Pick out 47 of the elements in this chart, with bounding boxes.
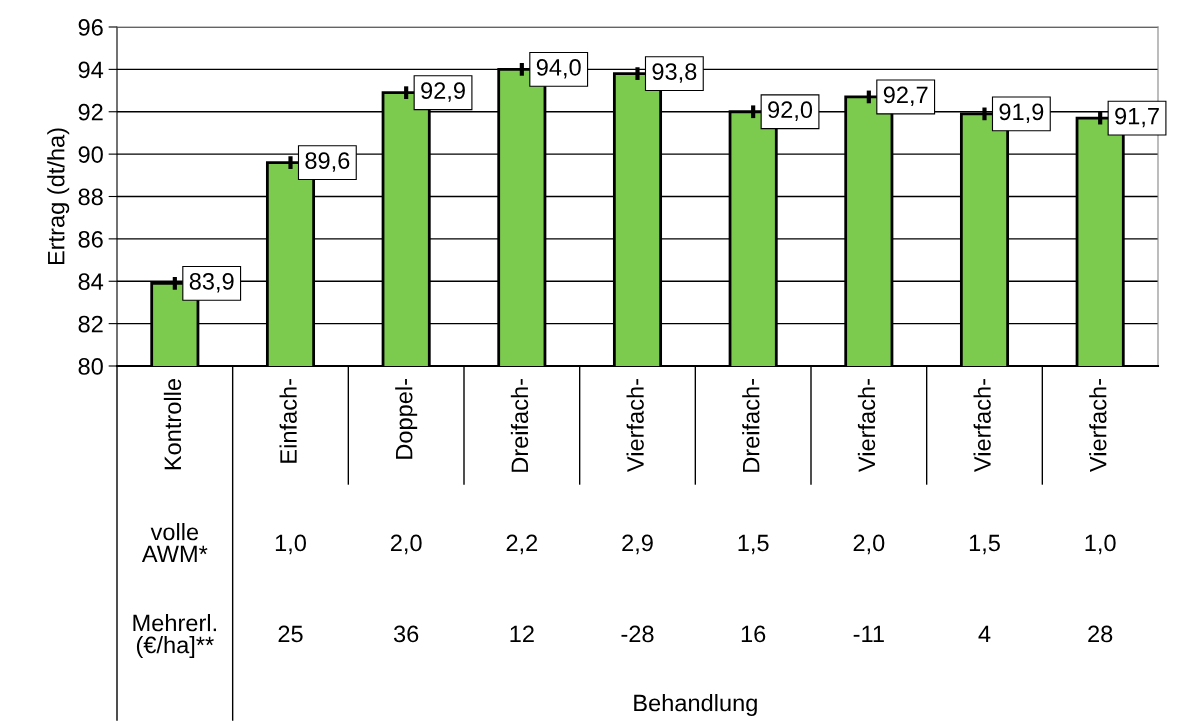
x-tick-label: Einfach- [279, 379, 297, 463]
data-label: 83,9 [189, 272, 234, 293]
data-label: 94,0 [536, 58, 581, 79]
data-label: 93,8 [652, 63, 697, 83]
text: 36 [393, 625, 419, 643]
data-label: 92,0 [768, 101, 813, 121]
text: 2,9 [622, 534, 653, 555]
x-tick-label: Vierfach- [626, 379, 644, 472]
y-tick-label: 82 [78, 315, 103, 333]
text: -28 [621, 625, 654, 643]
y-tick-label: 94 [78, 61, 104, 79]
y-axis-title: Ertrag (dt/ha) [47, 128, 70, 265]
x-tick-label: Dreifach- [510, 379, 529, 472]
data-label: 92,9 [421, 82, 465, 102]
text: 4 [978, 625, 991, 643]
y-tick-label: 80 [78, 358, 103, 375]
text: 2,0 [390, 534, 422, 555]
x-tick-label: Vierfach- [973, 379, 991, 472]
text: 16 [741, 625, 766, 643]
text: 25 [278, 625, 303, 643]
text: 12 [510, 625, 534, 643]
text: 2,2 [506, 534, 538, 555]
y-tick-label: 96 [78, 19, 103, 36]
text: Mehrerl. (€/ha]** [133, 613, 216, 659]
x-tick-label: Doppel- [395, 379, 418, 459]
y-tick-label: 88 [78, 188, 103, 206]
data-label: 91,7 [1115, 107, 1159, 128]
text: volle AWM* [141, 522, 208, 563]
text: 1,5 [738, 534, 769, 555]
text: -11 [853, 625, 884, 643]
text: 2,0 [853, 534, 885, 555]
y-tick-label: 92 [78, 103, 103, 121]
data-label: 92,7 [883, 86, 928, 107]
y-tick-label: 84 [78, 273, 104, 291]
data-label: 89,6 [305, 152, 350, 172]
x-tick-label: Vierfach- [857, 379, 876, 472]
text: Behandlung [634, 693, 757, 717]
y-tick-label: 86 [78, 230, 103, 248]
text: 1,5 [969, 534, 1000, 555]
data-label: 91,9 [999, 103, 1044, 123]
x-tick-label: Vierfach- [1089, 379, 1107, 472]
x-tick-label: Dreifach- [742, 379, 760, 472]
y-tick-label: 90 [78, 146, 103, 163]
text: 1,0 [1085, 534, 1116, 555]
text: 28 [1088, 625, 1113, 643]
x-tick-label: Kontrolle [163, 379, 182, 470]
text: 1,0 [275, 534, 306, 555]
